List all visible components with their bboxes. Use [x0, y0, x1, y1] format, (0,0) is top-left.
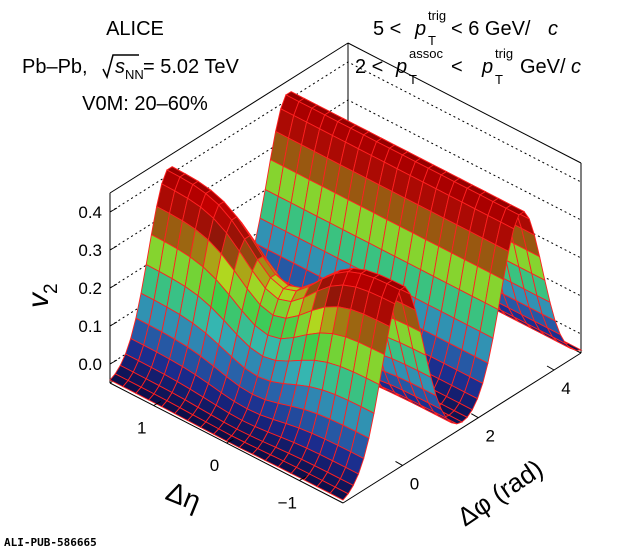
svg-text:trig: trig: [428, 8, 446, 23]
svg-text:T: T: [409, 72, 417, 87]
y-tick: [299, 476, 307, 481]
svg-text:2: 2: [41, 283, 62, 294]
axis-ticks: 0.0 0.1 0.2 0.3 0.4 1 0 −1 0 2 4: [78, 203, 570, 513]
y-tick-label: −1: [278, 494, 297, 513]
y-axis-title: Δη: [162, 475, 205, 517]
svg-text:T: T: [428, 33, 436, 48]
z-tick-label: 0.2: [78, 279, 102, 298]
x-tick: [395, 461, 403, 466]
associated-pt-label: 2 < p assoc T < p trig T GeV/ c: [355, 46, 581, 87]
svg-text:2 <: 2 <: [355, 56, 383, 78]
x-tick: [546, 365, 555, 371]
collision-system-label: Pb–Pb,: [22, 56, 88, 78]
z-tick: [109, 283, 118, 289]
box-edge: [342, 352, 582, 504]
sqrt-s-subscript: NN: [125, 67, 144, 82]
svg-text:trig: trig: [495, 46, 513, 61]
z-tick: [109, 245, 118, 251]
z-tick: [109, 207, 118, 213]
z-axis-title: v 2: [22, 283, 62, 308]
svg-text:v: v: [22, 291, 55, 308]
grid-line: [109, 61, 582, 213]
svg-text:p: p: [481, 56, 493, 78]
centrality-label: V0M: 20–60%: [82, 93, 208, 115]
surface-mesh: [109, 91, 583, 501]
energy-label: = 5.02 TeV: [143, 56, 239, 78]
svg-text:T: T: [495, 72, 503, 87]
box-edge: [109, 42, 349, 194]
sqrt-sign: [102, 54, 139, 80]
y-tick: [153, 401, 161, 406]
svg-text:<: <: [451, 56, 463, 78]
x-tick: [471, 413, 479, 419]
publication-id: ALI-PUB-586665: [4, 536, 97, 549]
experiment-label: ALICE: [106, 18, 164, 40]
svg-text:< 6 GeV/: < 6 GeV/: [451, 18, 531, 40]
z-tick-label: 0.0: [78, 355, 102, 374]
box-edge: [347, 42, 582, 164]
svg-text:p: p: [395, 56, 407, 78]
y-tick-label: 1: [137, 419, 146, 438]
z-tick-label: 0.1: [78, 317, 102, 336]
svg-text:p: p: [414, 18, 426, 40]
svg-text:c: c: [571, 56, 581, 78]
grid-line: [109, 99, 582, 251]
sqrt-s-symbol: s: [115, 56, 125, 78]
svg-text:5 <: 5 <: [373, 18, 401, 40]
x-tick-label: 0: [410, 474, 419, 493]
svg-text:GeV/: GeV/: [520, 56, 566, 78]
y-tick: [226, 438, 234, 444]
trigger-pt-label: 5 < p trig T < 6 GeV/ c: [373, 8, 558, 48]
x-tick-label: 4: [561, 379, 570, 398]
svg-text:assoc: assoc: [409, 46, 443, 61]
surface-cell: [329, 486, 349, 501]
x-tick-label: 2: [486, 427, 495, 446]
z-tick: [109, 359, 118, 365]
z-tick: [109, 321, 118, 327]
x-axis-title: Δφ (rad): [452, 453, 549, 532]
z-tick-label: 0.4: [78, 203, 102, 222]
svg-text:c: c: [548, 18, 558, 40]
y-tick-label: 0: [210, 456, 219, 475]
z-tick-label: 0.3: [78, 241, 102, 260]
